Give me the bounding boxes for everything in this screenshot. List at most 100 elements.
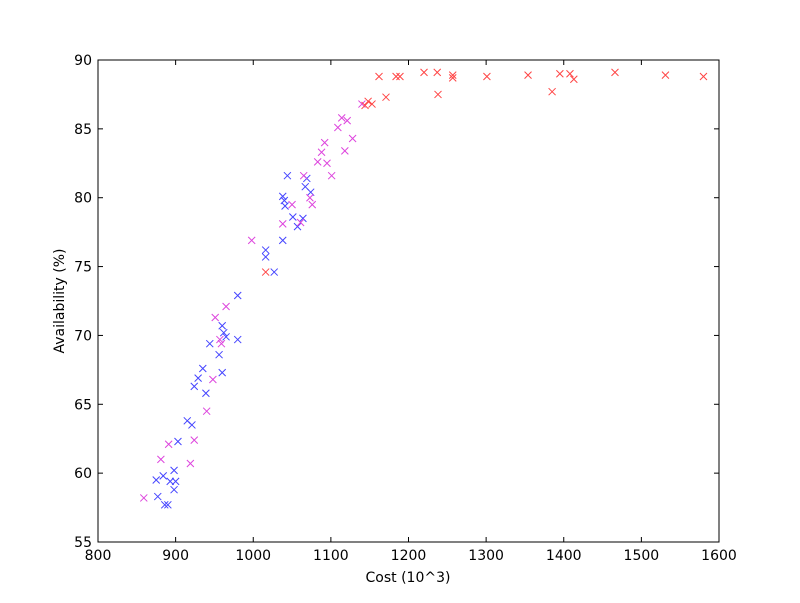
point: [288, 200, 296, 209]
point: [313, 158, 322, 166]
point: [174, 437, 182, 446]
point: [278, 220, 287, 228]
point: [364, 97, 372, 106]
plot-frame: [97, 59, 720, 543]
point: [611, 68, 619, 77]
point: [194, 374, 202, 382]
point: [299, 214, 307, 223]
point: [218, 321, 227, 330]
point: [270, 268, 279, 276]
y-tick-label: 55: [74, 535, 92, 551]
point: [153, 492, 162, 501]
point: [420, 68, 428, 77]
point: [566, 69, 574, 78]
point: [152, 476, 161, 484]
point: [396, 72, 404, 81]
x-tick-label: 900: [162, 548, 189, 564]
point: [569, 75, 578, 84]
point: [157, 455, 165, 464]
x-tick-label: 1500: [624, 548, 660, 564]
point: [164, 440, 173, 449]
y-tick-label: 85: [74, 122, 92, 138]
point: [699, 72, 708, 81]
point: [288, 213, 297, 221]
point: [233, 335, 242, 344]
point: [278, 236, 287, 245]
point: [202, 389, 210, 398]
point: [296, 218, 305, 227]
point: [164, 500, 172, 509]
point: [434, 90, 442, 99]
point: [308, 200, 317, 209]
point: [198, 364, 207, 373]
x-tick-label: 1600: [701, 548, 737, 564]
x-tick-label: 1300: [468, 548, 504, 564]
y-tick-label: 75: [74, 260, 92, 276]
point: [375, 72, 383, 81]
x-tick-label: 1400: [546, 548, 582, 564]
point: [217, 339, 226, 348]
point: [283, 171, 292, 180]
point: [261, 246, 270, 254]
point: [382, 93, 390, 102]
point: [483, 72, 491, 81]
point: [170, 485, 178, 494]
x-tick-label: 800: [85, 548, 112, 564]
point: [348, 134, 357, 143]
point: [261, 253, 270, 261]
y-tick-label: 80: [74, 191, 92, 207]
point: [361, 101, 369, 110]
point: [368, 100, 376, 108]
point: [392, 72, 400, 81]
point: [320, 138, 329, 147]
point: [343, 116, 352, 125]
point: [216, 335, 224, 344]
y-axis-label: Availability (%): [52, 249, 68, 354]
point: [448, 74, 457, 82]
point: [278, 192, 287, 201]
x-tick-label: 1000: [235, 548, 271, 564]
y-tick-label: 60: [74, 466, 92, 482]
point: [299, 171, 308, 180]
point: [209, 375, 217, 384]
point: [306, 193, 314, 202]
point: [261, 268, 270, 276]
point: [159, 472, 168, 480]
point: [448, 71, 457, 80]
point: [171, 477, 180, 486]
point: [218, 368, 227, 377]
point: [190, 382, 199, 391]
x-tick-label: 1100: [313, 548, 349, 564]
point: [661, 71, 670, 80]
point: [247, 236, 256, 245]
point: [233, 291, 242, 300]
point: [222, 302, 230, 311]
point: [211, 313, 220, 322]
point: [340, 147, 349, 155]
point: [219, 328, 228, 337]
point: [186, 459, 195, 468]
x-tick-label: 1200: [391, 548, 427, 564]
point: [215, 350, 223, 359]
point: [280, 196, 289, 205]
point: [139, 494, 148, 502]
point: [327, 171, 336, 180]
point: [317, 148, 326, 157]
y-tick-label: 65: [74, 397, 92, 413]
point: [323, 159, 331, 168]
point: [166, 477, 175, 486]
point: [548, 87, 556, 96]
point: [202, 407, 211, 416]
point: [222, 332, 230, 341]
point: [337, 113, 346, 122]
point: [524, 71, 532, 80]
y-tick-label: 90: [74, 53, 92, 69]
point: [188, 421, 196, 429]
point: [334, 123, 342, 132]
point: [433, 68, 442, 77]
point: [190, 436, 199, 444]
point: [170, 466, 178, 475]
point: [205, 339, 214, 348]
point: [556, 69, 564, 78]
